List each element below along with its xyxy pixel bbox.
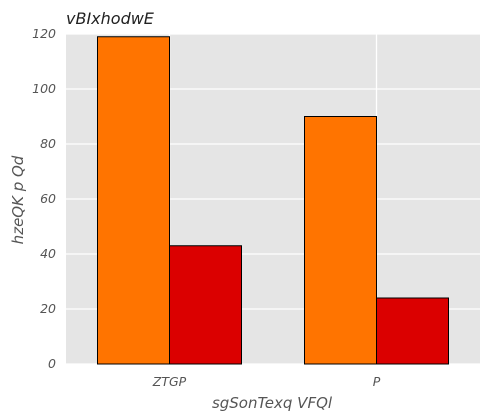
y-tick-label: 100 bbox=[32, 81, 56, 96]
y-tick-label: 80 bbox=[40, 136, 56, 151]
y-axis-label: hzeQK p Qd bbox=[9, 155, 27, 244]
bar-series-1-P bbox=[304, 116, 377, 365]
y-tick-label: 0 bbox=[48, 356, 56, 371]
bar-series-1-ZTGP bbox=[97, 36, 170, 365]
y-tick-labels: 0 20 40 60 80 100 120 bbox=[32, 26, 56, 371]
bar-series-2-ZTGP bbox=[169, 245, 242, 365]
y-tick-label: 60 bbox=[40, 191, 56, 206]
x-tick-label: ZTGP bbox=[152, 374, 187, 389]
x-axis-label: sgSonTexq VFQl bbox=[212, 394, 333, 412]
y-tick-label: 20 bbox=[40, 301, 56, 316]
x-tick-label: P bbox=[373, 374, 381, 389]
bar-series-2-P bbox=[376, 297, 449, 365]
y-tick-label: 40 bbox=[40, 246, 56, 261]
bars bbox=[97, 36, 449, 365]
y-tick-label: 120 bbox=[32, 26, 56, 41]
x-tick-labels: ZTGP P bbox=[152, 374, 381, 389]
chart-title: vBIxhodwE bbox=[66, 9, 155, 28]
